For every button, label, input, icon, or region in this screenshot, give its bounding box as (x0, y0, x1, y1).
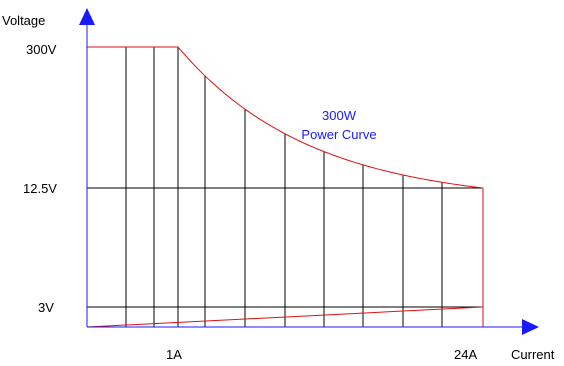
y-tick-label-12-5v: 12.5V (23, 181, 57, 196)
power-curve-line (87, 46, 484, 189)
y-axis-arrow-icon (79, 8, 95, 25)
y-tick-label-300v: 300V (26, 42, 57, 57)
x-axis-arrow-icon (522, 319, 539, 335)
axes (79, 8, 539, 335)
curves (86, 46, 484, 328)
y-axis-label: Voltage (2, 13, 45, 28)
x-tick-label-24a: 24A (454, 347, 477, 362)
curve-annotation-line-2: Power Curve (301, 127, 376, 142)
grid-lines (87, 47, 483, 327)
labels: Voltage Current 300V 12.5V 3V 1A 24A 300… (2, 13, 555, 362)
x-tick-label-1a: 1A (166, 347, 182, 362)
min-voltage-line (86, 306, 484, 328)
y-tick-label-3v: 3V (38, 300, 54, 315)
x-axis-label: Current (511, 347, 555, 362)
curve-annotation-line-1: 300W (322, 108, 357, 123)
